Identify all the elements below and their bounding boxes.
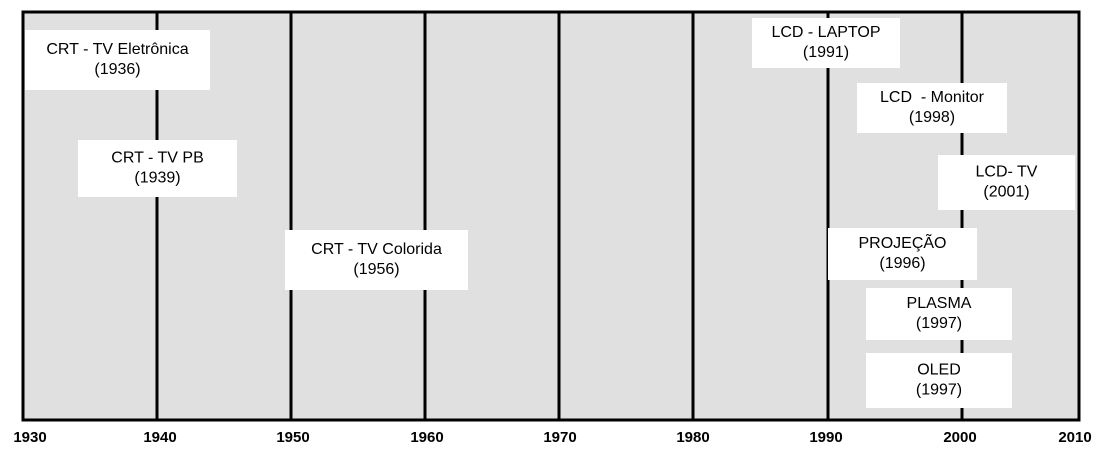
event-year: (1997) [916, 315, 962, 332]
axis-label: 1990 [809, 429, 842, 446]
event-name: LCD - LAPTOP [771, 24, 880, 41]
event-name: CRT - TV Eletrônica [46, 41, 188, 58]
event-box [285, 230, 468, 290]
axis-label: 1940 [143, 429, 176, 446]
event-year: (1991) [803, 44, 849, 61]
event-box [938, 155, 1075, 210]
event-year: (1939) [134, 170, 180, 187]
axis-label: 1950 [276, 429, 309, 446]
event-box [866, 288, 1012, 340]
event-year: (1996) [879, 255, 925, 272]
axis-label: 2000 [943, 429, 976, 446]
event-box [857, 83, 1007, 133]
axis-label: 1970 [543, 429, 576, 446]
event-box [25, 30, 210, 90]
event-name: LCD - Monitor [880, 89, 985, 106]
event-box [828, 228, 977, 280]
axis-label: 1980 [676, 429, 709, 446]
event-year: (2001) [983, 184, 1029, 201]
event-box [866, 353, 1012, 408]
event-name: CRT - TV PB [111, 150, 203, 167]
event-name: PROJEÇÃO [858, 232, 946, 252]
event-name: LCD- TV [976, 164, 1038, 181]
event-year: (1997) [916, 382, 962, 399]
axis-label: 1930 [13, 429, 46, 446]
event-year: (1936) [94, 61, 140, 78]
event-name: PLASMA [907, 295, 972, 312]
event-name: CRT - TV Colorida [311, 241, 442, 258]
event-year: (1956) [353, 261, 399, 278]
event-name: OLED [917, 362, 961, 379]
axis-label: 1960 [410, 429, 443, 446]
event-year: (1998) [909, 109, 955, 126]
event-box [78, 140, 237, 197]
event-box [752, 18, 900, 68]
axis-label: 2010 [1058, 429, 1091, 446]
